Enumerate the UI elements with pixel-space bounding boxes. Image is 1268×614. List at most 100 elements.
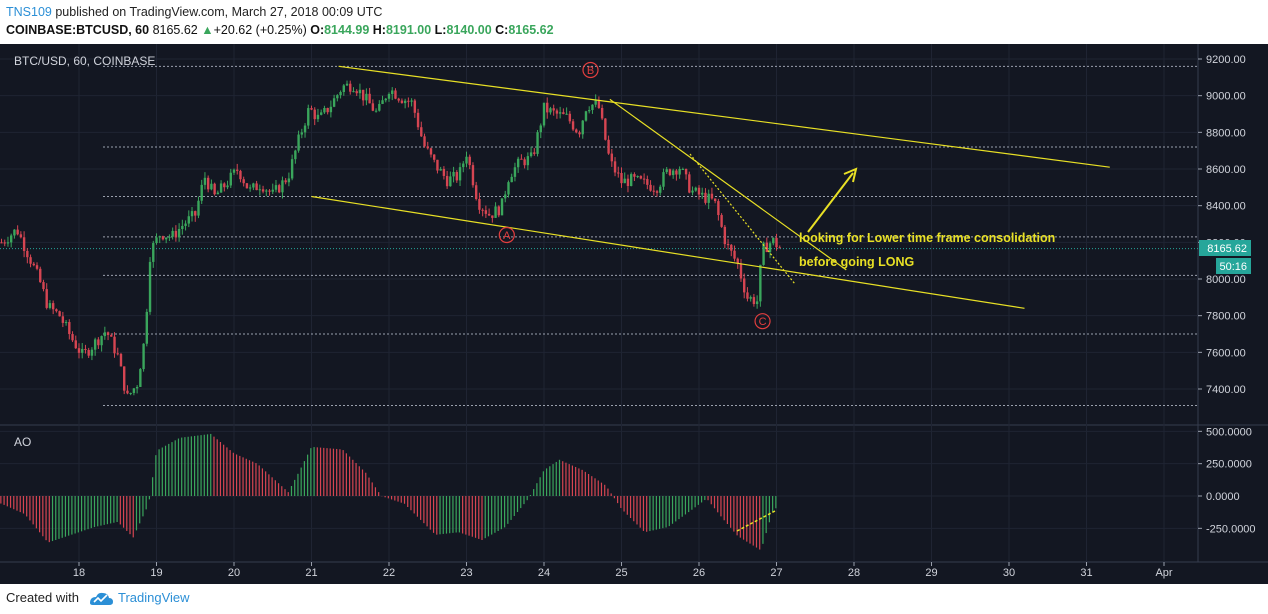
candle-body	[623, 178, 626, 184]
low-label: L:	[434, 23, 447, 37]
price-badge-text: 8165.62	[1207, 243, 1247, 255]
candle-body	[575, 129, 578, 133]
close-value: 8165.62	[508, 23, 554, 37]
candle-body	[252, 183, 255, 188]
ohlc-line: COINBASE:BTCUSD, 60 8165.62 ▲+20.62 (+0.…	[6, 23, 554, 37]
tradingview-logo-icon[interactable]	[88, 589, 114, 607]
candle-body	[588, 110, 591, 112]
candle-body	[307, 108, 310, 126]
candle-body	[704, 192, 707, 203]
wave-label-a: A	[503, 230, 511, 242]
price-tick-label: 8800.00	[1206, 127, 1246, 139]
candle-body	[71, 334, 74, 341]
time-tick-label: 28	[848, 567, 860, 579]
candle-body	[45, 289, 48, 308]
candle-body	[462, 163, 465, 168]
candle-body	[384, 98, 387, 101]
candle-body	[93, 339, 97, 350]
price-tick-label: 8000.00	[1206, 274, 1246, 286]
candle-body	[110, 335, 113, 337]
candle-body	[271, 189, 274, 192]
author-link[interactable]: TNS109	[6, 5, 52, 19]
time-tick-label: 29	[925, 567, 937, 579]
candle-body	[646, 179, 649, 185]
candle-body	[303, 125, 307, 133]
candle-body	[16, 229, 19, 235]
candle-body	[42, 282, 45, 290]
candle-body	[497, 206, 500, 216]
candle-body	[219, 183, 223, 193]
candle-body	[665, 169, 668, 173]
candle-body	[29, 257, 32, 264]
candle-body	[361, 89, 365, 101]
candle-body	[339, 92, 342, 96]
candle-body	[523, 159, 526, 166]
candle-body	[684, 168, 688, 175]
candle-body	[455, 171, 459, 181]
candle-body	[265, 190, 268, 192]
candle-body	[775, 237, 778, 248]
chart-area[interactable]: 9200.009000.008800.008600.008400.008200.…	[0, 44, 1268, 584]
candle-body	[429, 148, 433, 155]
candle-body	[123, 366, 126, 391]
candle-body	[678, 169, 681, 175]
annotation-line-1: looking for Lower time frame consolidati…	[799, 231, 1055, 245]
candle-body	[423, 136, 426, 147]
candle-body	[526, 156, 530, 166]
candle-body	[3, 242, 6, 244]
candle-body	[749, 297, 752, 299]
chart-svg[interactable]: 9200.009000.008800.008600.008400.008200.…	[0, 44, 1268, 584]
candle-body	[649, 184, 652, 191]
candle-body	[371, 103, 375, 111]
candle-body	[720, 215, 723, 227]
candle-body	[258, 189, 262, 191]
candle-body	[164, 237, 168, 240]
time-tick-label: 31	[1080, 567, 1092, 579]
trendline	[609, 98, 847, 271]
candle-body	[174, 230, 178, 238]
candle-body	[610, 153, 614, 162]
candle-body	[407, 100, 410, 102]
candle-body	[358, 89, 362, 94]
candle-body	[365, 93, 368, 101]
candle-body	[481, 209, 484, 211]
candle-body	[772, 237, 775, 244]
ao-tick-label: -250.0000	[1206, 523, 1256, 535]
candle-body	[533, 152, 536, 154]
candle-body	[19, 234, 23, 238]
candle-body	[9, 235, 13, 243]
price-tick-label: 8400.00	[1206, 201, 1246, 213]
candle-body	[445, 175, 449, 187]
candle-body	[413, 100, 417, 113]
candle-body	[387, 94, 391, 99]
candles	[0, 80, 781, 396]
candle-body	[261, 189, 265, 192]
candle-body	[743, 278, 746, 293]
candle-body	[507, 182, 510, 195]
candle-body	[613, 161, 617, 173]
candle-body	[39, 268, 42, 283]
candle-body	[494, 206, 497, 218]
candle-body	[491, 215, 494, 218]
candle-body	[171, 230, 174, 237]
ao-axis[interactable]: 500.0000 250.0000 0.0000 -250.0000	[1198, 426, 1256, 535]
candle-body	[762, 242, 765, 265]
time-tick-label: 22	[383, 567, 395, 579]
tradingview-link[interactable]: TradingView	[118, 590, 190, 605]
candle-body	[352, 91, 355, 93]
time-axis[interactable]: 18 19 20 21 22 23 24 25 26 27 28 29 30 31 Apr	[73, 562, 1173, 579]
candle-body	[0, 242, 3, 244]
price-axis[interactable]: 9200.009000.008800.008600.008400.008200.…	[1198, 54, 1246, 396]
wave-label-circle	[582, 61, 599, 79]
candle-body	[248, 187, 252, 189]
candle-body	[129, 392, 132, 394]
candle-body	[32, 263, 35, 266]
candle-body	[546, 102, 549, 113]
candle-body	[378, 103, 381, 111]
candle-body	[675, 170, 678, 175]
candle-body	[568, 113, 572, 122]
candle-body	[426, 146, 429, 149]
ao-tick-label: 250.0000	[1206, 459, 1252, 471]
candle-body	[26, 250, 29, 258]
candle-body	[471, 165, 475, 186]
